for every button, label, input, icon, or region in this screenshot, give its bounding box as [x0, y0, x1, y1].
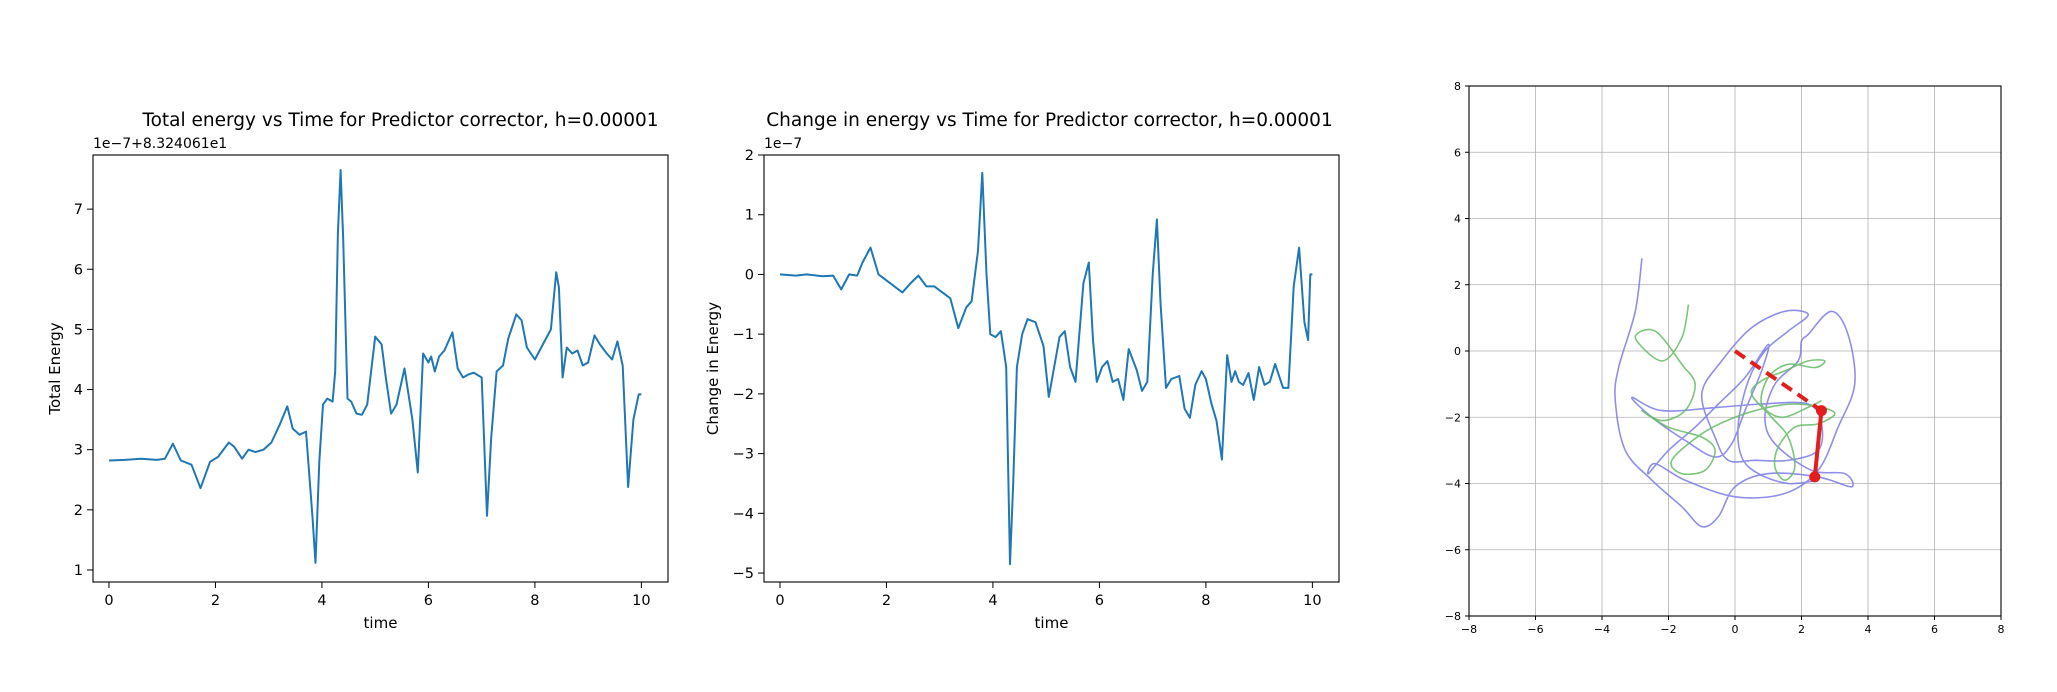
x-tick-label: −8: [1461, 623, 1477, 636]
change-plot-ticks: 0 2 4 6 8 10 −5 −4 −3 −2 −1 0 1 2: [733, 148, 1322, 609]
x-tick-label: 6: [1095, 593, 1104, 609]
x-tick-label: 0: [775, 593, 784, 609]
y-tick-label: 8: [1454, 80, 1461, 93]
x-tick-label: 2: [1798, 623, 1805, 636]
y-tick-label: −3: [733, 447, 754, 463]
x-tick-label: 6: [424, 593, 433, 609]
y-tick-label: −2: [733, 387, 754, 403]
x-tick-label: 0: [1732, 623, 1739, 636]
x-tick-label: 6: [1931, 623, 1938, 636]
y-tick-label: 0: [1454, 345, 1461, 358]
change-plot-series-line: [779, 171, 1313, 566]
energy-plot-ylabel: Total Energy: [46, 322, 64, 415]
trajectory-green-line: [1634, 304, 1836, 482]
x-tick-label: 8: [530, 593, 539, 609]
energy-plot: Total energy vs Time for Predictor corre…: [46, 110, 669, 632]
y-tick-label: 5: [74, 322, 83, 338]
energy-plot-title: Total energy vs Time for Predictor corre…: [141, 110, 658, 131]
y-tick-label: 3: [74, 443, 83, 459]
y-tick-label: −5: [733, 566, 754, 582]
energy-plot-xlabel: time: [364, 614, 398, 632]
change-plot-frame: [763, 154, 1340, 583]
x-tick-label: −4: [1594, 623, 1610, 636]
pendulum-rod-2: [1812, 410, 1824, 478]
y-tick-label: 2: [745, 148, 754, 164]
y-tick-label: 1: [74, 563, 83, 579]
x-tick-label: 10: [632, 593, 650, 609]
y-tick-label: 4: [1454, 213, 1461, 226]
x-tick-label: 0: [104, 593, 113, 609]
x-tick-label: 8: [1201, 593, 1210, 609]
y-tick-label: 0: [745, 267, 754, 283]
y-tick-label: −4: [1445, 478, 1461, 491]
x-tick-label: −2: [1660, 623, 1676, 636]
y-tick-label: 2: [74, 503, 83, 519]
y-tick-label: 6: [1454, 146, 1461, 159]
energy-plot-offset-text: 1e−7+8.324061e1: [93, 136, 227, 152]
y-tick-label: 2: [1454, 279, 1461, 292]
change-plot-title: Change in energy vs Time for Predictor c…: [766, 110, 1332, 131]
y-tick-label: 4: [74, 383, 83, 399]
x-tick-label: 10: [1303, 593, 1321, 609]
x-tick-label: −6: [1527, 623, 1543, 636]
trajectory-plot: −8 −6 −4 −2 0 2 4 6 8 −8 −6 −4 −2 0 2 4 6 8: [1445, 80, 2005, 636]
y-tick-label: −2: [1445, 411, 1461, 424]
y-tick-label: −8: [1445, 610, 1461, 623]
change-plot-xlabel: time: [1035, 614, 1069, 632]
y-tick-label: −6: [1445, 544, 1461, 557]
x-tick-label: 4: [1865, 623, 1872, 636]
pendulum-bob-2: [1809, 471, 1821, 483]
y-tick-label: 7: [74, 202, 83, 218]
x-tick-label: 4: [988, 593, 997, 609]
y-tick-label: −1: [733, 327, 754, 343]
y-tick-label: 1: [745, 208, 754, 224]
energy-plot-series-line: [108, 169, 642, 564]
change-plot-ylabel: Change in Energy: [704, 302, 722, 435]
x-tick-label: 2: [882, 593, 891, 609]
trajectory-plot-ticks: −8 −6 −4 −2 0 2 4 6 8 −8 −6 −4 −2 0 2 4 6 8: [1445, 80, 2005, 636]
energy-plot-frame: [92, 154, 669, 583]
y-tick-label: −4: [733, 506, 754, 522]
x-tick-label: 2: [211, 593, 220, 609]
pendulum-rod-1: [1733, 349, 1823, 413]
x-tick-label: 4: [317, 593, 326, 609]
pendulum-bob-1: [1815, 405, 1827, 417]
change-plot: Change in energy vs Time for Predictor c…: [704, 110, 1340, 632]
change-plot-offset-text: 1e−7: [764, 136, 802, 152]
y-tick-label: 6: [74, 262, 83, 278]
x-tick-label: 8: [1998, 623, 2005, 636]
